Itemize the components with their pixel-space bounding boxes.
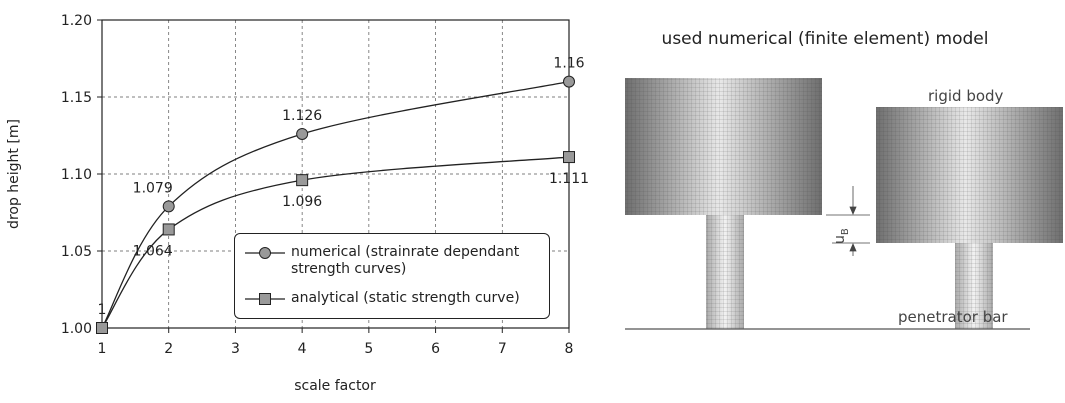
x-tick-label: 1	[98, 341, 107, 357]
data-point	[163, 224, 174, 235]
x-tick-label: 5	[364, 341, 373, 357]
y-tick-label: 1.05	[61, 244, 92, 260]
rigid-body-label: rigid body	[928, 87, 1004, 105]
data-point	[297, 175, 308, 186]
data-point	[297, 128, 308, 139]
data-label: 1.096	[282, 194, 322, 210]
data-label: 1.126	[282, 108, 322, 124]
legend-label: numerical (strainrate dependant strength…	[291, 244, 521, 278]
data-label: 1.16	[553, 56, 584, 72]
x-axis-title: scale factor	[294, 378, 376, 394]
x-tick-label: 3	[231, 341, 240, 357]
y-tick-label: 1.10	[61, 167, 92, 183]
data-label: 1.079	[133, 180, 173, 196]
data-label: 1.064	[133, 243, 173, 259]
legend-key	[243, 290, 287, 308]
x-tick-label: 4	[298, 341, 307, 357]
legend-key	[243, 244, 287, 262]
x-tick-label: 7	[498, 341, 507, 357]
y-axis-title: drop height [m]	[6, 119, 22, 229]
y-tick-label: 1.00	[61, 321, 92, 337]
x-tick-label: 6	[431, 341, 440, 357]
y-tick-label: 1.20	[61, 13, 92, 29]
penetrator-bar-label: penetrator bar	[898, 308, 1008, 326]
data-point	[564, 152, 575, 163]
legend: numerical (strainrate dependant strength…	[234, 233, 550, 319]
legend-label: analytical (static strength curve)	[291, 290, 521, 307]
body-displaced	[876, 107, 1063, 329]
x-tick-label: 2	[164, 341, 173, 357]
page: scale factor drop height [m] 1.00 1.05 1.1…	[0, 0, 1065, 403]
displacement-label: uB	[832, 228, 851, 244]
x-tick-label: 8	[565, 341, 574, 357]
y-tick-label: 1.15	[61, 90, 92, 106]
dimension	[826, 186, 870, 256]
legend-entry: analytical (static strength curve)	[243, 290, 521, 308]
u-symbol: u	[832, 235, 848, 244]
data-point	[163, 201, 174, 212]
data-point	[564, 76, 575, 87]
data-label: 1	[98, 302, 107, 318]
u-subscript: B	[840, 228, 851, 235]
data-point	[97, 323, 108, 334]
diagram-title: used numerical (finite element) model	[662, 29, 989, 49]
body-initial	[625, 78, 822, 329]
legend-entry: numerical (strainrate dependant strength…	[243, 244, 521, 278]
data-label: 1.111	[549, 171, 589, 187]
chart: scale factor drop height [m] 1.00 1.05 1.1…	[0, 0, 600, 403]
fe-model-diagram: used numerical (finite element) model ri…	[600, 0, 1065, 403]
